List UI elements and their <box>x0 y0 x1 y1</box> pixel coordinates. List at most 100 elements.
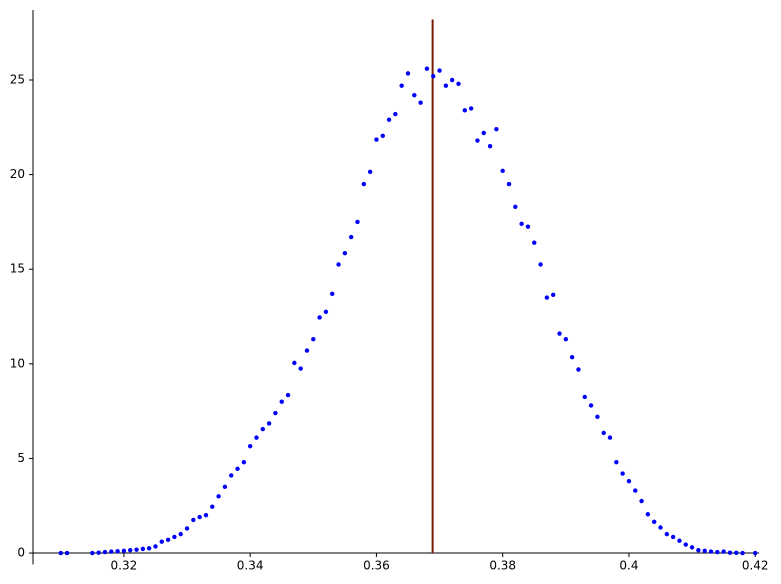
point <box>652 519 657 525</box>
point <box>424 66 430 71</box>
y-tick-label: 25 <box>10 73 25 87</box>
point <box>273 410 278 416</box>
x-tick-label: 0.32 <box>111 559 138 573</box>
point <box>569 355 575 360</box>
point <box>670 534 676 540</box>
point <box>500 168 505 174</box>
point <box>443 83 449 88</box>
point <box>715 549 720 555</box>
point <box>639 498 644 504</box>
point <box>247 443 253 449</box>
point <box>582 394 587 400</box>
y-tick-label: 5 <box>17 451 25 465</box>
y-tick-label: 20 <box>10 167 25 181</box>
point <box>481 130 486 136</box>
point <box>525 224 531 229</box>
point <box>348 234 354 240</box>
point <box>96 550 101 555</box>
point <box>184 526 190 531</box>
y-tick-label: 15 <box>10 262 25 276</box>
point <box>740 550 745 556</box>
point <box>538 262 543 267</box>
point <box>235 466 240 472</box>
point <box>342 250 348 256</box>
point <box>367 169 373 174</box>
point <box>140 546 146 552</box>
point <box>90 550 95 556</box>
point <box>412 92 417 98</box>
point <box>727 550 733 555</box>
point <box>165 537 171 543</box>
point <box>380 133 385 139</box>
point <box>588 403 594 408</box>
point <box>734 550 739 556</box>
point <box>645 512 651 517</box>
point <box>216 494 221 499</box>
point <box>102 549 108 555</box>
point <box>633 488 638 493</box>
x-tick-label: 0.38 <box>489 559 516 573</box>
point <box>544 295 550 300</box>
point <box>109 549 114 554</box>
point <box>285 392 291 398</box>
point <box>374 137 379 142</box>
point <box>128 548 133 553</box>
point <box>229 473 234 478</box>
point <box>172 534 177 540</box>
point <box>494 127 499 132</box>
point <box>475 138 480 143</box>
point <box>330 291 335 297</box>
point <box>689 545 695 550</box>
point <box>519 221 524 227</box>
x-tick-label: 0.36 <box>363 559 390 573</box>
point <box>191 517 196 523</box>
point <box>418 100 423 105</box>
point <box>279 399 284 404</box>
point <box>58 550 63 556</box>
point <box>336 262 341 267</box>
point <box>159 539 164 544</box>
point <box>203 513 209 518</box>
point <box>576 367 581 372</box>
y-tick-label: 0 <box>17 546 25 560</box>
point <box>721 549 726 554</box>
point <box>254 435 259 440</box>
point <box>431 74 436 79</box>
point <box>462 108 468 113</box>
point <box>222 484 228 490</box>
point <box>487 144 493 149</box>
point <box>532 240 537 245</box>
point <box>304 348 310 353</box>
point <box>437 68 442 73</box>
point <box>405 71 411 76</box>
point <box>115 548 120 554</box>
point <box>266 421 272 426</box>
point <box>298 366 303 371</box>
point <box>399 83 404 88</box>
point <box>677 538 682 543</box>
point <box>197 514 202 520</box>
point <box>361 181 367 187</box>
point <box>664 531 670 537</box>
point <box>626 478 632 484</box>
point <box>513 204 518 209</box>
point <box>153 544 158 549</box>
x-tick-label: 0.4 <box>619 559 638 573</box>
point <box>355 219 360 225</box>
point <box>702 548 707 553</box>
point <box>292 360 297 366</box>
point <box>506 181 512 187</box>
point <box>134 547 139 552</box>
point <box>121 548 127 553</box>
x-tick-label: 0.42 <box>742 559 769 573</box>
point <box>708 549 714 554</box>
point <box>614 460 619 465</box>
x-tick-label: 0.34 <box>237 559 264 573</box>
point <box>146 546 152 551</box>
point <box>64 550 70 556</box>
point <box>753 550 758 556</box>
point <box>595 414 600 420</box>
point <box>210 504 215 509</box>
